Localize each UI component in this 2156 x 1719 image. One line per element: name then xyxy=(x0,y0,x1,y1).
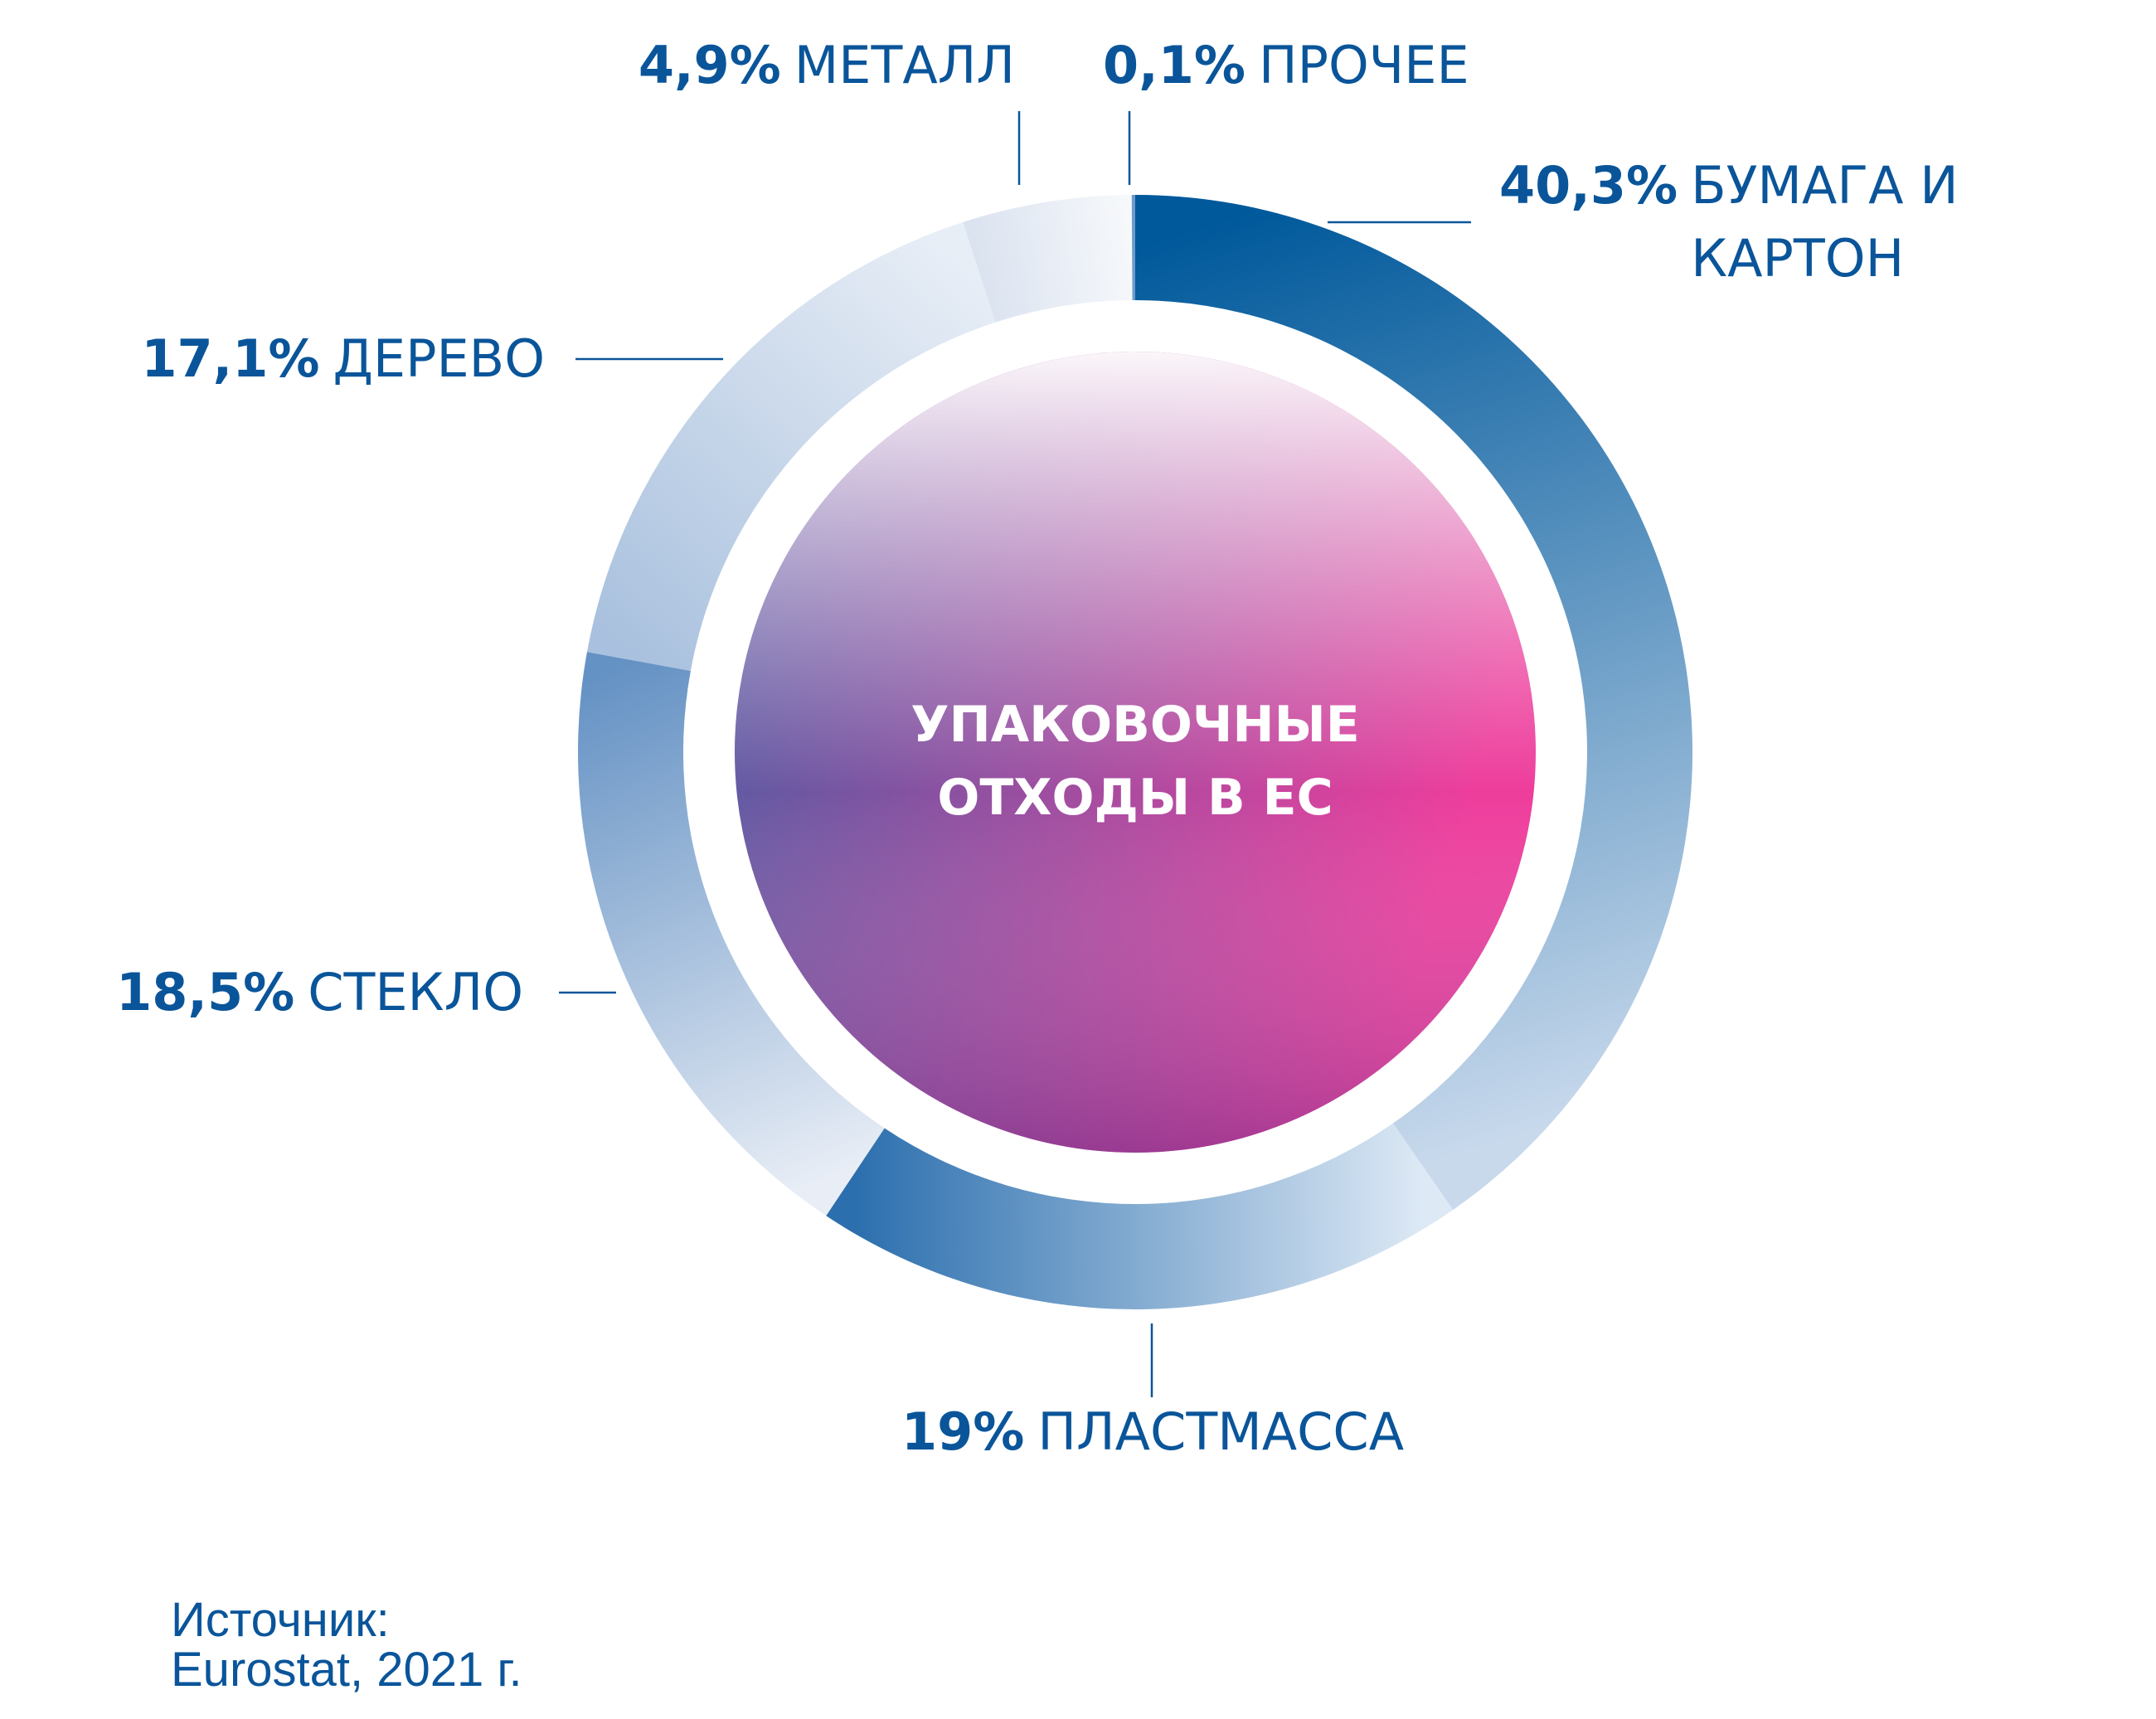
donut-segment xyxy=(578,652,885,1216)
category-label: ПЛАСТМАССА xyxy=(1037,1401,1405,1462)
segment-label: 40,3% БУМАГА И КАРТОН xyxy=(1499,149,1964,295)
value-label: 0,1% xyxy=(1103,35,1246,95)
donut-segment xyxy=(826,1123,1454,1309)
value-label: 4,9% xyxy=(638,35,781,95)
donut-segment xyxy=(1135,195,1692,1210)
source-label: Источник: xyxy=(171,1593,390,1647)
donut-segment xyxy=(1131,195,1135,301)
value-label: 19% xyxy=(901,1401,1025,1462)
center-title: УПАКОВОЧНЫЕ ОТХОДЫ В ЕС xyxy=(910,696,1360,827)
donut-segment xyxy=(963,195,1133,323)
value-label: 18,5% xyxy=(116,962,295,1022)
segment-label: 4,9% МЕТАЛЛ xyxy=(639,29,1015,102)
category-label: ПРОЧЕЕ xyxy=(1258,35,1469,95)
segment-label: 19% ПЛАСТМАССА xyxy=(901,1396,1404,1469)
center-circle-shade xyxy=(735,352,1536,1153)
source: Eurostat, 2021 г. xyxy=(171,1643,522,1697)
segment-label: 17,1% ДЕРЕВО xyxy=(141,323,545,396)
value-label: 40,3% xyxy=(1499,155,1678,216)
category-label: СТЕКЛО xyxy=(308,962,523,1022)
donut-segment xyxy=(586,221,996,671)
category-label: МЕТАЛЛ xyxy=(794,35,1015,95)
value-label: 17,1% xyxy=(141,328,320,389)
category-label: БУМАГА И КАРТОН xyxy=(1691,155,1959,289)
segment-label: 18,5% СТЕКЛО xyxy=(116,956,523,1029)
segment-label: 0,1% ПРОЧЕЕ xyxy=(1103,29,1469,102)
category-label: ДЕРЕВО xyxy=(333,328,545,389)
